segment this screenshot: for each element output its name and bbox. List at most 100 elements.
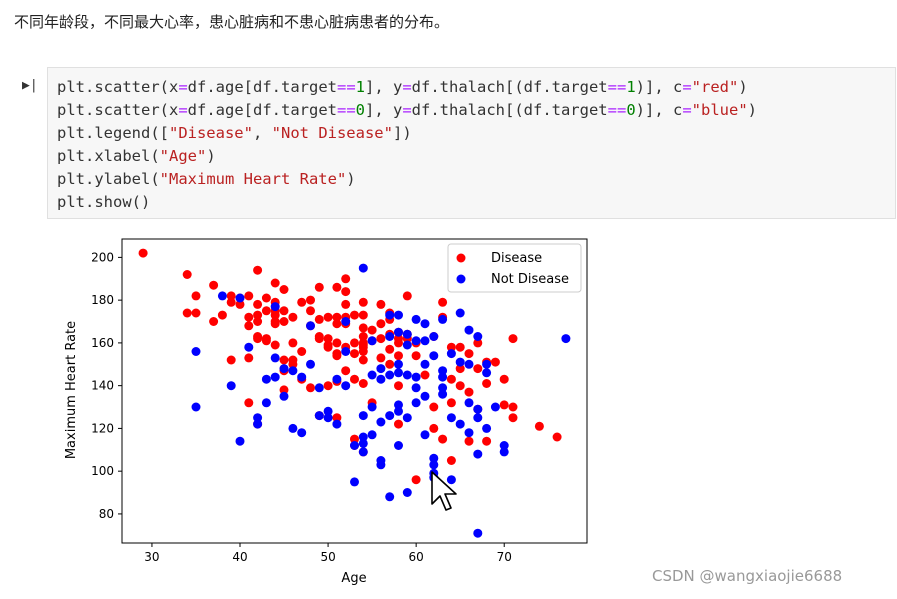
data-point-not-disease: [306, 321, 315, 331]
data-point-not-disease: [332, 374, 342, 384]
data-point-disease: [385, 344, 395, 354]
legend-box: [447, 243, 582, 293]
data-point-not-disease: [376, 417, 386, 427]
data-point-not-disease: [499, 447, 509, 457]
data-point-not-disease: [411, 398, 421, 408]
data-point-disease: [306, 306, 315, 316]
data-point-not-disease: [376, 374, 386, 384]
data-point-disease: [332, 282, 342, 292]
data-point-not-disease: [438, 389, 448, 399]
data-point-disease: [244, 398, 254, 408]
data-point-disease: [350, 349, 359, 359]
data-points: [138, 248, 571, 538]
data-point-not-disease: [358, 438, 368, 448]
data-point-disease: [367, 325, 377, 335]
data-point-disease: [358, 347, 368, 356]
data-point-not-disease: [261, 398, 271, 408]
data-point-not-disease: [464, 359, 474, 369]
data-point-not-disease: [402, 488, 412, 497]
data-point-disease: [455, 381, 465, 391]
data-point-disease: [341, 287, 351, 297]
legend-marker-not-disease: [456, 274, 466, 284]
data-point-not-disease: [279, 364, 289, 374]
data-point-disease: [261, 306, 271, 316]
data-point-disease: [508, 413, 518, 423]
data-point-disease: [490, 357, 500, 367]
data-point-not-disease: [429, 460, 439, 470]
mouse-cursor-icon: [431, 471, 457, 511]
data-point-disease: [385, 359, 395, 369]
data-point-disease: [411, 475, 421, 485]
data-point-not-disease: [323, 413, 333, 423]
data-point-disease: [402, 291, 412, 301]
data-point-disease: [191, 291, 201, 301]
data-point-disease: [429, 402, 439, 412]
data-point-disease: [323, 342, 333, 352]
code-line: plt.scatter(x=df.age[df.target==1], y=df…: [57, 78, 748, 96]
scatter-chart: 30 40 50 60 70 80 100 120 140 160 180 200 Age Maxi…: [64, 238, 588, 585]
legend-marker-disease: [456, 253, 466, 263]
data-point-not-disease: [358, 263, 368, 273]
data-point-disease: [376, 299, 386, 309]
data-point-disease: [446, 456, 456, 465]
data-point-disease: [464, 387, 474, 397]
data-point-not-disease: [367, 402, 377, 412]
data-point-not-disease: [235, 436, 245, 446]
data-point-disease: [209, 317, 219, 326]
data-point-not-disease: [429, 453, 439, 463]
data-point-not-disease: [473, 528, 483, 538]
data-point-not-disease: [253, 413, 263, 423]
data-point-disease: [341, 299, 351, 309]
data-point-disease: [446, 342, 456, 352]
data-point-not-disease: [438, 383, 448, 393]
data-point-not-disease: [482, 359, 492, 369]
code-cell[interactable]: plt.scatter(x=df.age[df.target==1], y=df…: [47, 67, 896, 219]
x-tick-label: 50: [320, 550, 335, 564]
code-line: plt.ylabel("Maximum Heart Rate"): [57, 170, 356, 188]
data-point-disease: [279, 306, 289, 316]
data-point-not-disease: [235, 293, 245, 303]
data-point-disease: [358, 297, 368, 307]
data-point-not-disease: [297, 372, 307, 382]
data-point-disease: [323, 334, 333, 344]
data-point-not-disease: [270, 302, 280, 312]
data-point-not-disease: [438, 314, 448, 324]
data-point-not-disease: [473, 332, 483, 341]
data-point-disease: [261, 336, 271, 346]
data-point-disease: [394, 338, 403, 348]
data-point-disease: [376, 319, 386, 329]
data-point-disease: [358, 355, 368, 365]
data-point-disease: [209, 280, 219, 290]
data-point-not-disease: [314, 383, 324, 393]
data-point-not-disease: [429, 332, 439, 341]
y-tick-label: 140: [91, 379, 114, 393]
data-point-disease: [464, 349, 474, 359]
data-point-not-disease: [402, 340, 412, 350]
data-point-disease: [473, 338, 483, 348]
code-line: plt.legend(["Disease", "Not Disease"]): [57, 124, 412, 142]
data-point-not-disease: [350, 477, 359, 487]
data-point-disease: [464, 436, 474, 446]
data-point-disease: [182, 270, 192, 279]
data-point-not-disease: [455, 308, 465, 318]
run-cell-icon[interactable]: ▶|: [22, 78, 38, 93]
data-point-not-disease: [473, 449, 483, 459]
data-point-disease: [358, 323, 368, 333]
data-point-not-disease: [464, 398, 474, 408]
data-point-not-disease: [306, 359, 315, 369]
data-point-disease: [235, 299, 245, 309]
data-point-disease: [499, 374, 509, 384]
data-point-disease: [253, 299, 263, 309]
data-point-disease: [332, 338, 342, 348]
data-point-disease: [350, 338, 359, 348]
data-point-not-disease: [297, 428, 307, 438]
data-point-disease: [508, 334, 518, 344]
data-point-disease: [473, 364, 483, 374]
code-line: plt.show(): [57, 193, 151, 211]
data-point-disease: [350, 310, 359, 320]
x-axis-label: Age: [341, 571, 366, 585]
x-tick-label: 40: [232, 550, 247, 564]
data-point-not-disease: [253, 419, 263, 429]
data-point-not-disease: [394, 327, 403, 337]
data-point-not-disease: [376, 460, 386, 470]
